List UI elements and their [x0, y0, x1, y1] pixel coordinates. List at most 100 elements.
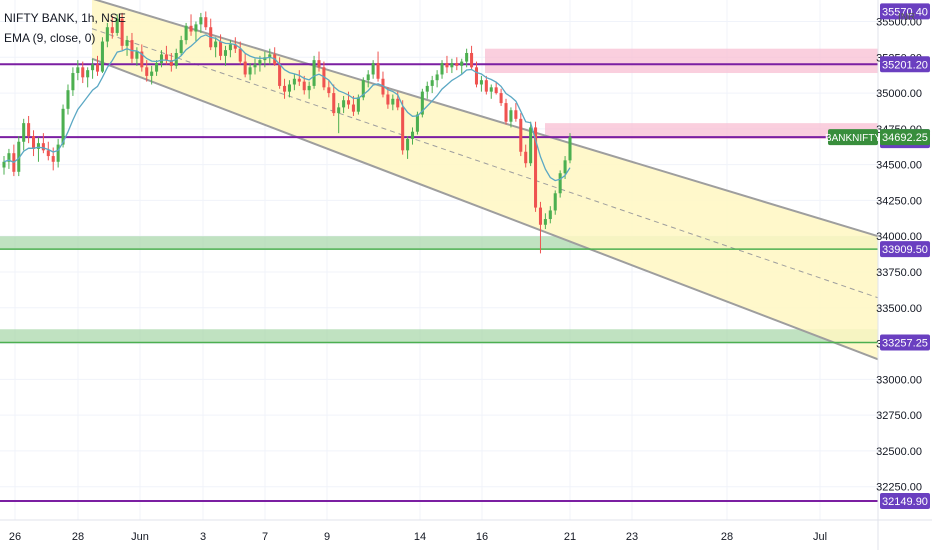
- candle-bull: [76, 67, 80, 74]
- candles: [2, 11, 572, 254]
- candle-bear: [401, 107, 405, 151]
- candle-bull: [159, 54, 164, 64]
- candle-bear: [243, 61, 247, 75]
- candle-bear: [519, 118, 523, 152]
- symbol-badge-box: [828, 129, 878, 146]
- candle-bull: [125, 40, 129, 46]
- price-label-text: 32149.90: [882, 496, 928, 508]
- symbol-title[interactable]: NIFTY BANK, 1h, NSE: [4, 11, 126, 25]
- channel-lower-line: [91, 57, 879, 361]
- time-tick-label: 28: [72, 531, 84, 543]
- candle-bull: [430, 80, 434, 86]
- candle-bull: [391, 98, 395, 105]
- current-price-badge: BANKNIFTY 34692.25: [825, 129, 930, 146]
- candle-bull: [435, 74, 439, 81]
- candle-bear: [120, 18, 124, 46]
- candle-bear: [81, 67, 85, 78]
- candle-bull: [420, 91, 424, 115]
- candle-bear: [386, 94, 390, 105]
- candle-bear: [189, 25, 193, 32]
- candle-bull: [214, 41, 218, 48]
- price-tick-label: 32250.00: [876, 482, 922, 494]
- candle-bull: [135, 51, 139, 59]
- candle-bear: [278, 64, 282, 86]
- candle-bull: [228, 44, 232, 51]
- candle-bull: [258, 60, 262, 65]
- candle-bull: [66, 90, 70, 109]
- candle-bull: [150, 71, 154, 76]
- candle-bear: [514, 110, 518, 119]
- candle-bull: [100, 41, 104, 72]
- candle-bull: [86, 70, 90, 78]
- candle-bear: [455, 63, 459, 66]
- symbol-badge-text: BANKNIFTY: [825, 133, 881, 144]
- price-tick-label: 32750.00: [876, 410, 922, 422]
- candle-bull: [292, 78, 296, 85]
- price-axis-panel[interactable]: [878, 0, 932, 520]
- candle-bear: [164, 54, 168, 61]
- candle-bull: [71, 73, 75, 91]
- indicator-label[interactable]: EMA (9, close, 0): [4, 31, 96, 45]
- time-tick-label: 23: [626, 531, 638, 543]
- candle-bull: [366, 74, 370, 81]
- time-tick-label: 26: [9, 531, 21, 543]
- candle-bear: [233, 44, 237, 49]
- candle-bull: [184, 25, 188, 41]
- price-tick-label: 33500.00: [876, 303, 922, 315]
- candle-bull: [342, 100, 346, 108]
- candle-bear: [376, 63, 380, 79]
- candle-bull: [425, 85, 429, 92]
- candle-bull: [155, 63, 159, 72]
- candle-bear: [41, 143, 45, 151]
- candle-bear: [504, 103, 508, 122]
- price-label-text: 35570.40: [882, 6, 928, 18]
- candle-bull: [568, 137, 572, 161]
- candle-bull: [489, 87, 493, 92]
- channel-mid-line: [91, 28, 879, 299]
- time-tick-label: Jul: [813, 531, 827, 543]
- candle-bull: [415, 114, 419, 132]
- price-label-box: [880, 241, 930, 258]
- candle-bull: [7, 153, 11, 162]
- candle-bull: [337, 107, 341, 114]
- price-tick-label: 34000.00: [876, 231, 922, 243]
- candle-bull: [287, 84, 291, 92]
- price-tick-label: 32500.00: [876, 446, 922, 458]
- time-tick-label: 16: [476, 531, 488, 543]
- candle-bear: [351, 104, 355, 112]
- candle-bear: [95, 64, 100, 72]
- candle-bear: [346, 100, 351, 105]
- candle-bear: [317, 60, 321, 68]
- candle-bull: [194, 24, 198, 32]
- candle-bear: [145, 67, 149, 76]
- candle-bull: [223, 50, 228, 56]
- candle-bull: [253, 64, 257, 68]
- candle-bull: [479, 80, 483, 85]
- time-tick-label: 9: [324, 531, 330, 543]
- candle-bear: [219, 41, 223, 56]
- candle-bull: [199, 17, 203, 25]
- candle-bull: [91, 64, 95, 71]
- candle-bull: [509, 110, 513, 122]
- candle-bull: [529, 127, 533, 164]
- candle-bull: [2, 161, 6, 168]
- candle-bear: [445, 63, 449, 68]
- price-label-box: [880, 334, 930, 351]
- candle-bear: [470, 52, 474, 68]
- candle-bear: [140, 51, 144, 68]
- candle-bear: [534, 127, 538, 208]
- chart-legend: NIFTY BANK, 1h, NSE EMA (9, close, 0): [4, 8, 126, 48]
- candle-bull: [312, 60, 316, 86]
- candle-bull: [22, 123, 26, 142]
- candle-bull: [543, 219, 547, 225]
- candle-bull: [553, 193, 557, 211]
- price-tick-label: 34250.00: [876, 195, 922, 207]
- price-label-box: [880, 3, 930, 20]
- candle-bull: [563, 160, 567, 174]
- time-tick-label: 14: [414, 531, 426, 543]
- candle-bear: [238, 48, 242, 62]
- price-label-text: 35201.20: [882, 59, 928, 71]
- candle-bear: [538, 207, 542, 225]
- time-tick-label: 7: [262, 531, 268, 543]
